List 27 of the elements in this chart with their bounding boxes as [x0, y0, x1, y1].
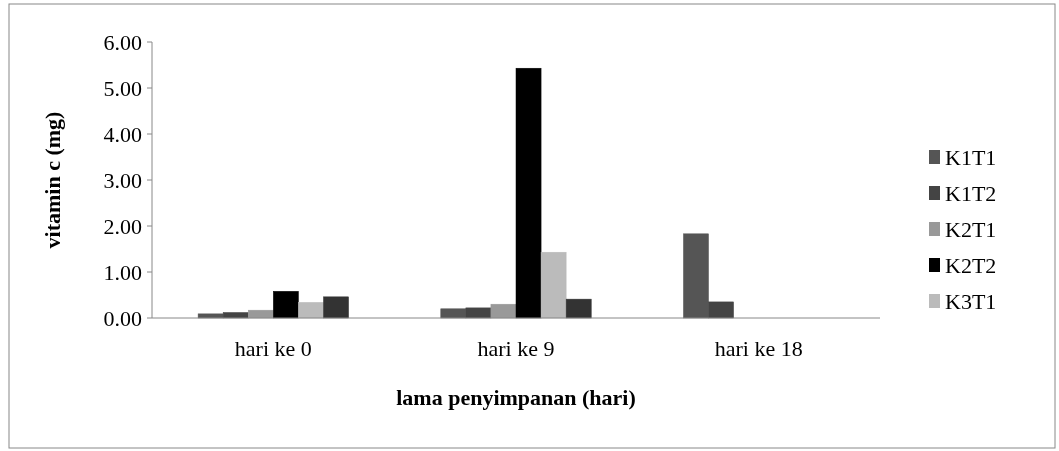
bar — [565, 298, 592, 319]
y-tick-label: 1.00 — [103, 259, 142, 285]
y-tick-label: 3.00 — [103, 167, 142, 193]
bar — [708, 301, 734, 319]
y-tick-label: 6.00 — [103, 29, 142, 55]
bar — [273, 291, 299, 319]
bar — [323, 296, 349, 319]
y-tick-label: 4.00 — [103, 121, 142, 147]
bar — [683, 233, 709, 319]
x-tick-label: hari ke 0 — [234, 336, 312, 361]
bar — [515, 67, 542, 319]
bar — [440, 308, 467, 319]
bar — [298, 302, 324, 319]
y-tick-label: 2.00 — [103, 213, 142, 239]
legend-label: K2T1 — [945, 216, 997, 242]
legend-label: K2T2 — [945, 252, 997, 278]
y-tick-label: 0.00 — [103, 305, 142, 331]
y-tick-label: 5.00 — [103, 75, 142, 101]
x-axis-title: lama penyimpanan (hari) — [396, 385, 636, 410]
x-tick-label: hari ke 9 — [477, 336, 555, 361]
y-axis-title: vitamin c (mg) — [40, 111, 65, 249]
legend-label: K1T2 — [945, 180, 997, 206]
x-tick-label: hari ke 18 — [714, 336, 803, 361]
bar — [540, 251, 567, 319]
legend-label: K3T1 — [945, 288, 997, 314]
bar — [465, 307, 492, 319]
legend-label: K1T1 — [945, 144, 997, 170]
